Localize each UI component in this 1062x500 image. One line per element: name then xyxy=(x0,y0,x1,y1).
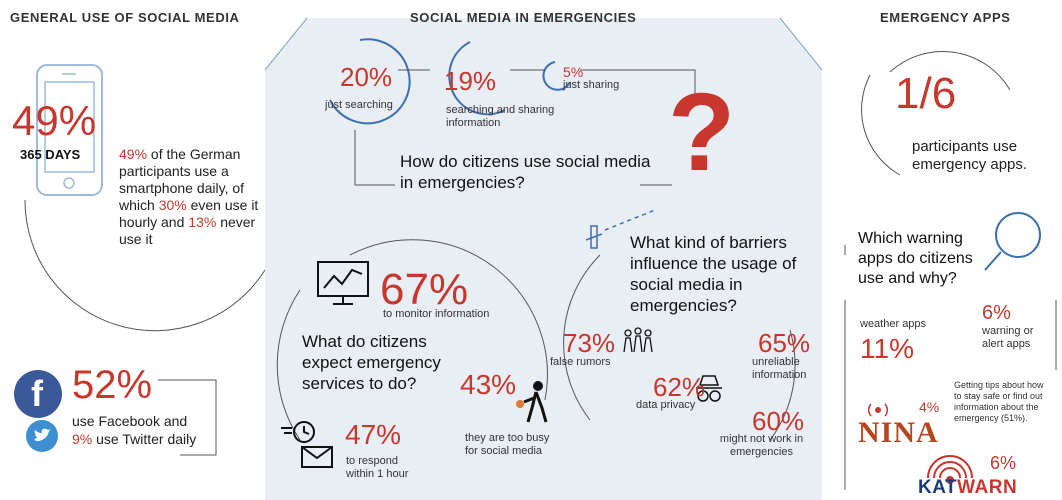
header-emergencies: SOCIAL MEDIA IN EMERGENCIES xyxy=(410,10,637,25)
warning-pct: 6% xyxy=(982,302,1011,324)
respond-label: to respond within 1 hour xyxy=(346,455,409,480)
privacy-label: data privacy xyxy=(636,399,696,411)
unreliable-label: unreliable information xyxy=(752,356,807,381)
question-mark: ? xyxy=(668,71,736,194)
search-share-label: searching and sharing information xyxy=(446,104,555,129)
smartphone-arc xyxy=(24,199,266,332)
twitter-icon xyxy=(26,420,58,452)
fraction-text: 1/6 xyxy=(895,69,957,118)
question-expect: What do citizens expect emergency servic… xyxy=(302,332,441,393)
nina-pct: 4% xyxy=(919,399,940,415)
monitor-pct: 67% xyxy=(380,265,469,314)
nina-logo: NINA xyxy=(858,416,939,449)
days-label: 365 DAYS xyxy=(20,147,81,162)
weather-pct: 11% xyxy=(860,333,914,364)
katwarn-logo: KATWARN xyxy=(918,477,1018,498)
highlight-pct: 13% xyxy=(188,214,217,230)
text-segment: of the German participants use a smartph… xyxy=(119,146,245,213)
question-usage: How do citizens use social media in emer… xyxy=(400,152,651,192)
center-panel xyxy=(265,18,822,500)
text-segment: never use it xyxy=(119,214,256,247)
notwork-pct: 60% xyxy=(752,406,805,436)
question-barriers: What kind of barriers influence the usag… xyxy=(630,233,797,315)
notwork-label: might not work in emergencies xyxy=(719,433,804,458)
rumors-label: false rumors xyxy=(550,356,611,368)
warning-label: warning or alert apps xyxy=(982,325,1034,350)
search-share-circle xyxy=(448,41,506,116)
header-general: GENERAL USE OF SOCIAL MEDIA xyxy=(10,10,240,25)
unreliable-pct: 65% xyxy=(758,328,811,358)
sharing-pct: 5% xyxy=(563,64,584,80)
weather-label: weather apps xyxy=(860,318,927,330)
search-share-pct: 19% xyxy=(444,66,497,96)
fraction: 1/6 xyxy=(895,72,956,116)
searching-circle xyxy=(329,38,411,125)
katwarn-pct: 6% xyxy=(990,453,1017,473)
facebook-bracket xyxy=(158,379,217,456)
facebook-line1: use Facebook and xyxy=(72,413,188,429)
participants-text: participants use emergency apps. xyxy=(912,138,1028,173)
question-apps: Which warning apps do citizens use and w… xyxy=(858,230,973,287)
header-apps: EMERGENCY APPS xyxy=(880,10,1011,25)
searching-pct: 20% xyxy=(340,62,393,92)
apps-arc xyxy=(861,74,901,176)
respond-pct: 47% xyxy=(345,419,402,450)
searching-label: just searching xyxy=(325,99,393,111)
busy-pct: 43% xyxy=(460,369,517,400)
facebook-icon: f xyxy=(14,370,62,418)
highlight-pct: 30% xyxy=(158,197,187,213)
facebook-pct: 52% xyxy=(72,363,153,407)
monitor-label: to monitor information xyxy=(383,308,490,320)
twitter-line: 9% use Twitter daily xyxy=(72,431,197,447)
sharing-circle xyxy=(542,61,571,91)
text-segment: even use it hourly and xyxy=(119,197,259,230)
sharing-label: just sharing xyxy=(563,79,620,91)
rumors-pct: 73% xyxy=(563,328,616,358)
smartphone-description: 49% of the German participants use a sma… xyxy=(119,146,259,248)
privacy-pct: 62% xyxy=(653,372,706,402)
busy-label: they are too busy for social media xyxy=(465,432,550,457)
smartphone-pct: 49% xyxy=(12,97,97,144)
highlight-pct: 49% xyxy=(119,146,148,162)
tips-text: Getting tips about how to stay safe or f… xyxy=(954,380,1044,423)
